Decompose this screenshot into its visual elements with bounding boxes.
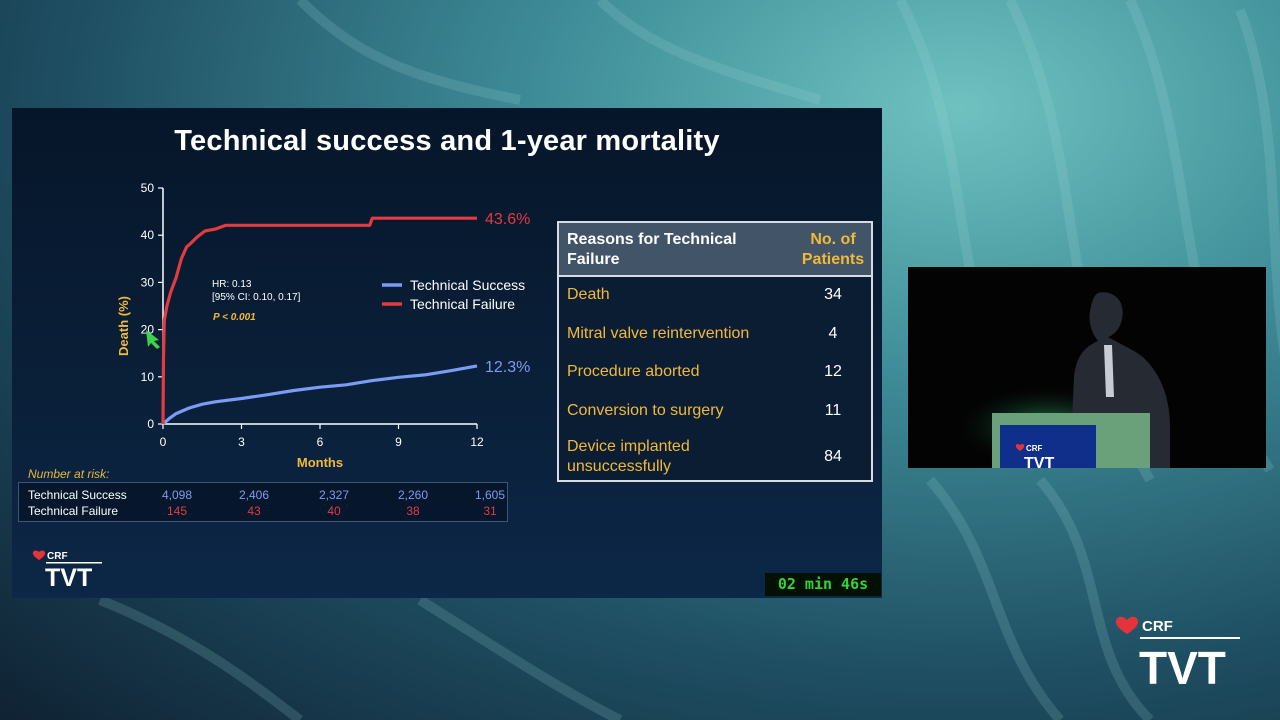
logo-top-text: CRF: [47, 551, 68, 562]
session-timer: 02 min 46s: [765, 573, 881, 596]
y-tick-label: 40: [141, 228, 155, 242]
risk-row-technical-success: Technical Success 4,098 2,406 2,327 2,26…: [19, 488, 509, 504]
reason-text: Conversion to surgery: [567, 402, 724, 419]
header-reason: Reasons for Technical Failure: [567, 231, 737, 268]
risk-cell: 40: [327, 504, 341, 518]
reason-count: 4: [828, 325, 838, 342]
reasons-table: Reasons for Technical Failure No. of Pat…: [557, 221, 873, 482]
confidence-interval-annotation: [95% CI: 0.10, 0.17]: [212, 292, 301, 303]
podium-logo-main: TVT: [1024, 455, 1054, 468]
x-tick-label: 3: [238, 435, 245, 449]
reason-count: 12: [824, 363, 842, 380]
x-tick-label: 6: [317, 435, 324, 449]
y-axis-label: Death (%): [116, 296, 131, 356]
p-value-annotation: P < 0.001: [213, 312, 256, 323]
reason-text: Mitral valve reintervention: [567, 325, 750, 342]
presentation-slide: Technical success and 1-year mortality 0…: [12, 108, 882, 598]
y-tick-label: 50: [141, 181, 155, 195]
risk-row-name: Technical Failure: [28, 504, 119, 518]
risk-cell: 31: [483, 504, 497, 518]
risk-cell: 145: [166, 504, 188, 518]
y-tick-label: 30: [141, 275, 155, 289]
series-line-technical-failure: [161, 216, 477, 425]
reason-text: Device implanted unsuccessfully: [567, 438, 690, 475]
speaker-video-feed: CRF TVT: [908, 267, 1266, 468]
y-tick-label: 10: [141, 370, 155, 384]
crf-tvt-logo-small: CRF TVT: [32, 550, 102, 590]
risk-cell: 2,260: [397, 488, 429, 502]
heart-icon: [32, 550, 46, 560]
x-tick-label: 9: [395, 435, 402, 449]
reason-text: Procedure aborted: [567, 363, 700, 380]
end-label-technical-success: 12.3%: [485, 359, 530, 376]
y-tick-label: 0: [147, 417, 154, 431]
podium-logo-top: CRF: [1026, 444, 1043, 453]
risk-cell: 2,327: [318, 488, 350, 502]
risk-cell: 4,098: [161, 488, 193, 502]
reason-text: Death: [567, 286, 610, 303]
reasons-table-header: Reasons for Technical Failure No. of Pat…: [559, 223, 871, 277]
laser-pointer-icon: [146, 330, 160, 349]
speaker-scene: CRF TVT: [958, 292, 1170, 468]
logo-main-text: TVT: [1139, 642, 1226, 688]
risk-cell: 38: [406, 504, 420, 518]
reason-count: 11: [824, 402, 842, 419]
reason-count: 84: [824, 448, 842, 465]
risk-row-name: Technical Success: [28, 488, 127, 502]
hazard-ratio-annotation: HR: 0.13: [212, 279, 252, 290]
slide-title: Technical success and 1-year mortality: [174, 125, 720, 157]
risk-cell: 2,406: [238, 488, 270, 502]
logo-top-text: CRF: [1142, 618, 1173, 635]
reason-count: 34: [824, 286, 842, 303]
logo-main-text: TVT: [45, 564, 92, 590]
legend-label-technical-success: Technical Success: [410, 277, 525, 293]
heart-icon: [1115, 616, 1139, 634]
number-at-risk-table: Technical Success 4,098 2,406 2,327 2,26…: [18, 482, 508, 522]
end-label-technical-failure: 43.6%: [485, 211, 530, 228]
x-tick-label: 12: [470, 435, 484, 449]
kaplan-meier-chart: 0 10 20 30 40 50 0 3 6 9 12 Months Death (%) 12.3% Te…: [116, 181, 530, 470]
risk-cell: 43: [247, 504, 261, 518]
risk-cell: 1,605: [474, 488, 506, 502]
crf-tvt-logo-large: CRF TVT: [1115, 616, 1240, 688]
heart-icon: [1015, 443, 1025, 451]
risk-row-technical-failure: Technical Failure 145 43 40 38 31: [19, 504, 509, 520]
number-at-risk-label: Number at risk:: [28, 467, 110, 481]
series-line-technical-success: [161, 364, 478, 426]
x-axis-label: Months: [297, 455, 343, 470]
y-tick-label: 20: [141, 323, 155, 337]
header-count: No. of Patients: [801, 231, 865, 268]
legend-label-technical-failure: Technical Failure: [410, 296, 515, 312]
x-tick-label: 0: [160, 435, 167, 449]
